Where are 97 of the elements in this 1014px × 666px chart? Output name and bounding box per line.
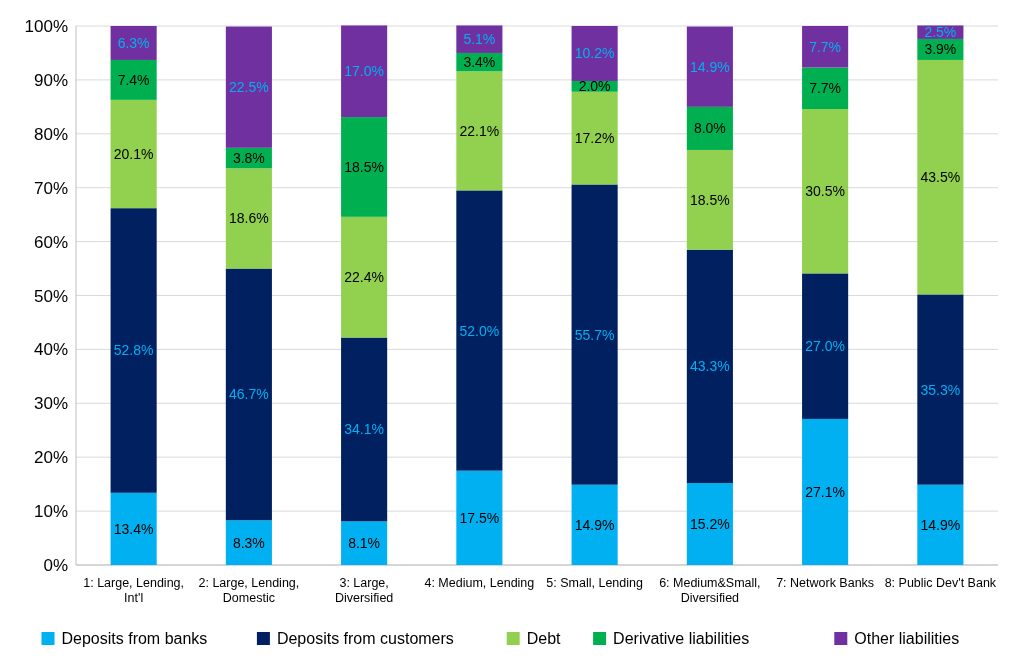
bar: [917, 294, 964, 485]
data-label: 30.5%: [805, 183, 845, 200]
data-label: 22.5%: [229, 79, 269, 96]
bar: [686, 249, 733, 484]
y-tick-label: 60%: [33, 232, 68, 252]
bar: [571, 184, 618, 485]
bar: [571, 26, 618, 81]
data-label: 22.4%: [344, 269, 384, 286]
x-tick-label: 4: Medium, Lending: [424, 576, 535, 590]
x-tick-label: 8: Public Dev't Bank: [884, 576, 997, 590]
data-label: 3.9%: [924, 41, 957, 58]
bar: [110, 59, 157, 100]
y-tick-label: 20%: [33, 448, 68, 468]
data-label: 7.7%: [809, 38, 842, 55]
bar: [225, 520, 272, 565]
data-label: 8.0%: [693, 120, 726, 137]
bar: [456, 71, 503, 191]
data-label: 2.5%: [924, 24, 957, 41]
data-label: 14.9%: [920, 516, 961, 533]
data-label: 8.1%: [348, 535, 381, 552]
data-label: 43.5%: [920, 169, 961, 186]
data-label: 17.5%: [459, 509, 500, 526]
y-tick-label: 10%: [33, 502, 68, 522]
x-tick-label: 6: Medium&Small, Diversified: [659, 576, 761, 605]
bar: [571, 484, 618, 565]
bar: [686, 149, 733, 250]
x-tick-label: 7: Network Banks: [776, 576, 875, 590]
bar: [341, 337, 388, 522]
y-tick-label: 50%: [33, 286, 68, 306]
y-tick-label: 0%: [43, 556, 68, 575]
data-label: 17.0%: [344, 63, 384, 80]
data-label: 2.0%: [578, 78, 611, 95]
data-label: 15.2%: [690, 516, 730, 533]
bar: [686, 106, 733, 150]
legend-label: Debt: [526, 630, 562, 647]
legend-label: Deposits from banks: [61, 630, 208, 647]
data-label: 46.7%: [229, 386, 269, 403]
bar: [571, 91, 618, 185]
data-label: 6.3%: [117, 34, 150, 51]
bar: [802, 418, 849, 565]
bar: [456, 470, 503, 565]
y-tick-label: 40%: [33, 340, 68, 360]
x-tick-label: 3: Large, Diversified: [334, 576, 394, 605]
data-label: 3.8%: [232, 150, 265, 167]
bar: [341, 25, 388, 118]
bar: [686, 26, 733, 107]
bar: [225, 26, 272, 148]
data-label: 52.8%: [113, 342, 154, 359]
data-label: 5.1%: [463, 31, 496, 48]
data-label: 17.2%: [574, 130, 615, 147]
bar: [802, 26, 849, 68]
bar: [802, 67, 849, 110]
data-label: 20.1%: [113, 146, 154, 163]
data-label: 3.4%: [463, 54, 496, 71]
legend-label: Other liabilities: [854, 630, 960, 647]
bar: [917, 59, 964, 295]
data-label: 18.5%: [690, 191, 730, 208]
bar: [225, 268, 272, 521]
legend-label: Derivative liabilities: [613, 630, 750, 647]
data-label: 35.3%: [920, 381, 961, 398]
data-label: 18.5%: [344, 158, 384, 175]
data-label: 34.1%: [344, 421, 384, 438]
bar: [110, 208, 157, 493]
y-tick-label: 70%: [33, 178, 68, 198]
data-label: 8.3%: [232, 534, 265, 551]
x-tick-label: 5: Small, Lending: [546, 576, 643, 590]
data-label: 43.3%: [690, 358, 730, 375]
y-tick-label: 90%: [33, 70, 68, 90]
x-tick-label: 2: Large, Lending, Domestic: [198, 576, 300, 605]
data-label: 10.2%: [574, 45, 615, 62]
bar: [686, 483, 733, 565]
y-tick-label: 80%: [33, 124, 68, 144]
bar: [802, 109, 849, 274]
bar: [802, 273, 849, 419]
y-tick-label: 30%: [33, 394, 68, 414]
bar: [110, 492, 157, 565]
data-label: 14.9%: [574, 516, 615, 533]
data-label: 14.9%: [690, 58, 730, 75]
data-label: 52.0%: [459, 322, 500, 339]
bar: [341, 117, 388, 217]
data-label: 27.0%: [805, 338, 845, 355]
data-label: 55.7%: [574, 326, 615, 343]
data-label: 18.6%: [229, 210, 269, 227]
bar: [341, 521, 388, 565]
bar: [456, 190, 503, 471]
data-label: 7.7%: [809, 80, 842, 97]
x-tick-label: 1: Large, Lending, Int'l: [83, 576, 185, 605]
data-label: 13.4%: [113, 520, 154, 537]
bar: [225, 168, 272, 269]
data-label: 27.1%: [805, 483, 845, 500]
y-tick-label: 100%: [24, 17, 68, 36]
bar: [110, 99, 157, 209]
legend-label: Deposits from customers: [276, 630, 454, 647]
data-label: 22.1%: [459, 122, 500, 139]
data-label: 7.4%: [117, 71, 150, 88]
bar: [341, 216, 388, 338]
bar: [917, 484, 964, 565]
